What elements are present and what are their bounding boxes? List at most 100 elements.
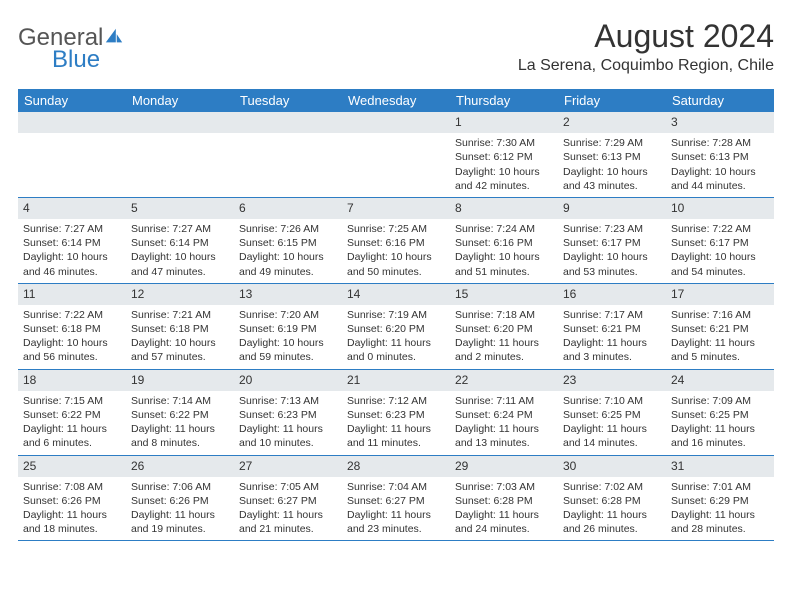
day-dl1: Daylight: 10 hours <box>563 165 661 179</box>
day-dl1: Daylight: 10 hours <box>347 250 445 264</box>
week-detail-row: Sunrise: 7:15 AMSunset: 6:22 PMDaylight:… <box>18 391 774 455</box>
day-sunset: Sunset: 6:20 PM <box>455 322 553 336</box>
day-number-cell: 13 <box>234 283 342 305</box>
day-dl2: and 51 minutes. <box>455 265 553 279</box>
day-number: 10 <box>671 200 769 216</box>
day-detail-cell: Sunrise: 7:26 AMSunset: 6:15 PMDaylight:… <box>234 219 342 283</box>
week-daynum-row: 123 <box>18 112 774 133</box>
day-sunset: Sunset: 6:16 PM <box>455 236 553 250</box>
day-number-cell: 18 <box>18 369 126 391</box>
day-sunset: Sunset: 6:28 PM <box>563 494 661 508</box>
day-sunrise: Sunrise: 7:09 AM <box>671 394 769 408</box>
day-dl2: and 28 minutes. <box>671 522 769 536</box>
day-number-cell: 11 <box>18 283 126 305</box>
day-detail-cell: Sunrise: 7:29 AMSunset: 6:13 PMDaylight:… <box>558 133 666 197</box>
day-sunrise: Sunrise: 7:03 AM <box>455 480 553 494</box>
day-sunrise: Sunrise: 7:13 AM <box>239 394 337 408</box>
day-sunset: Sunset: 6:14 PM <box>23 236 121 250</box>
day-number-cell: 8 <box>450 197 558 219</box>
day-sunset: Sunset: 6:20 PM <box>347 322 445 336</box>
day-number: 18 <box>23 372 121 388</box>
day-number-cell: 9 <box>558 197 666 219</box>
day-dl2: and 54 minutes. <box>671 265 769 279</box>
day-sunset: Sunset: 6:23 PM <box>347 408 445 422</box>
day-detail-cell: Sunrise: 7:06 AMSunset: 6:26 PMDaylight:… <box>126 477 234 541</box>
day-sunset: Sunset: 6:18 PM <box>131 322 229 336</box>
day-dl2: and 13 minutes. <box>455 436 553 450</box>
day-dl2: and 26 minutes. <box>563 522 661 536</box>
day-sunset: Sunset: 6:14 PM <box>131 236 229 250</box>
day-number-cell: 25 <box>18 455 126 477</box>
day-detail-cell <box>342 133 450 197</box>
week-daynum-row: 11121314151617 <box>18 283 774 305</box>
day-sunrise: Sunrise: 7:05 AM <box>239 480 337 494</box>
day-dl1: Daylight: 11 hours <box>671 508 769 522</box>
day-detail-cell: Sunrise: 7:24 AMSunset: 6:16 PMDaylight:… <box>450 219 558 283</box>
day-sunrise: Sunrise: 7:30 AM <box>455 136 553 150</box>
day-detail-cell: Sunrise: 7:19 AMSunset: 6:20 PMDaylight:… <box>342 305 450 369</box>
day-dl2: and 46 minutes. <box>23 265 121 279</box>
day-sunrise: Sunrise: 7:22 AM <box>23 308 121 322</box>
day-dl2: and 23 minutes. <box>347 522 445 536</box>
day-sunrise: Sunrise: 7:29 AM <box>563 136 661 150</box>
day-dl2: and 18 minutes. <box>23 522 121 536</box>
day-sunrise: Sunrise: 7:12 AM <box>347 394 445 408</box>
day-sunrise: Sunrise: 7:18 AM <box>455 308 553 322</box>
day-number-cell: 6 <box>234 197 342 219</box>
day-number-cell: 3 <box>666 112 774 133</box>
day-number: 16 <box>563 286 661 302</box>
day-detail-cell <box>234 133 342 197</box>
day-sunset: Sunset: 6:24 PM <box>455 408 553 422</box>
day-dl1: Daylight: 10 hours <box>671 165 769 179</box>
day-detail-cell: Sunrise: 7:10 AMSunset: 6:25 PMDaylight:… <box>558 391 666 455</box>
day-dl2: and 6 minutes. <box>23 436 121 450</box>
week-daynum-row: 18192021222324 <box>18 369 774 391</box>
day-sunrise: Sunrise: 7:17 AM <box>563 308 661 322</box>
day-dl1: Daylight: 10 hours <box>239 250 337 264</box>
day-sunrise: Sunrise: 7:25 AM <box>347 222 445 236</box>
day-detail-cell: Sunrise: 7:14 AMSunset: 6:22 PMDaylight:… <box>126 391 234 455</box>
day-dl2: and 44 minutes. <box>671 179 769 193</box>
day-number: 28 <box>347 458 445 474</box>
day-number-cell: 14 <box>342 283 450 305</box>
week-daynum-row: 25262728293031 <box>18 455 774 477</box>
day-number-cell: 19 <box>126 369 234 391</box>
day-sunset: Sunset: 6:27 PM <box>239 494 337 508</box>
day-dl2: and 43 minutes. <box>563 179 661 193</box>
day-detail-cell: Sunrise: 7:16 AMSunset: 6:21 PMDaylight:… <box>666 305 774 369</box>
day-sunrise: Sunrise: 7:22 AM <box>671 222 769 236</box>
day-sunset: Sunset: 6:22 PM <box>131 408 229 422</box>
day-sunrise: Sunrise: 7:27 AM <box>23 222 121 236</box>
day-dl2: and 21 minutes. <box>239 522 337 536</box>
day-number: 11 <box>23 286 121 302</box>
day-number: 1 <box>455 114 553 130</box>
day-number-cell: 7 <box>342 197 450 219</box>
day-detail-cell: Sunrise: 7:12 AMSunset: 6:23 PMDaylight:… <box>342 391 450 455</box>
day-number: 19 <box>131 372 229 388</box>
day-number-cell: 4 <box>18 197 126 219</box>
day-number-cell: 31 <box>666 455 774 477</box>
day-number-cell: 15 <box>450 283 558 305</box>
day-sunset: Sunset: 6:16 PM <box>347 236 445 250</box>
day-number-cell: 20 <box>234 369 342 391</box>
day-number: 23 <box>563 372 661 388</box>
day-sunset: Sunset: 6:17 PM <box>671 236 769 250</box>
day-dl2: and 49 minutes. <box>239 265 337 279</box>
day-dl1: Daylight: 10 hours <box>239 336 337 350</box>
day-dl1: Daylight: 11 hours <box>563 422 661 436</box>
day-dl1: Daylight: 11 hours <box>563 508 661 522</box>
day-detail-cell: Sunrise: 7:13 AMSunset: 6:23 PMDaylight:… <box>234 391 342 455</box>
day-number: 24 <box>671 372 769 388</box>
day-number-cell <box>234 112 342 133</box>
day-dl2: and 5 minutes. <box>671 350 769 364</box>
day-sunrise: Sunrise: 7:01 AM <box>671 480 769 494</box>
day-dl2: and 24 minutes. <box>455 522 553 536</box>
day-dl1: Daylight: 10 hours <box>455 250 553 264</box>
weekday-header: Monday <box>126 89 234 112</box>
day-dl2: and 2 minutes. <box>455 350 553 364</box>
weekday-header: Thursday <box>450 89 558 112</box>
week-daynum-row: 45678910 <box>18 197 774 219</box>
day-sunrise: Sunrise: 7:28 AM <box>671 136 769 150</box>
day-number-cell: 30 <box>558 455 666 477</box>
day-dl1: Daylight: 10 hours <box>131 336 229 350</box>
